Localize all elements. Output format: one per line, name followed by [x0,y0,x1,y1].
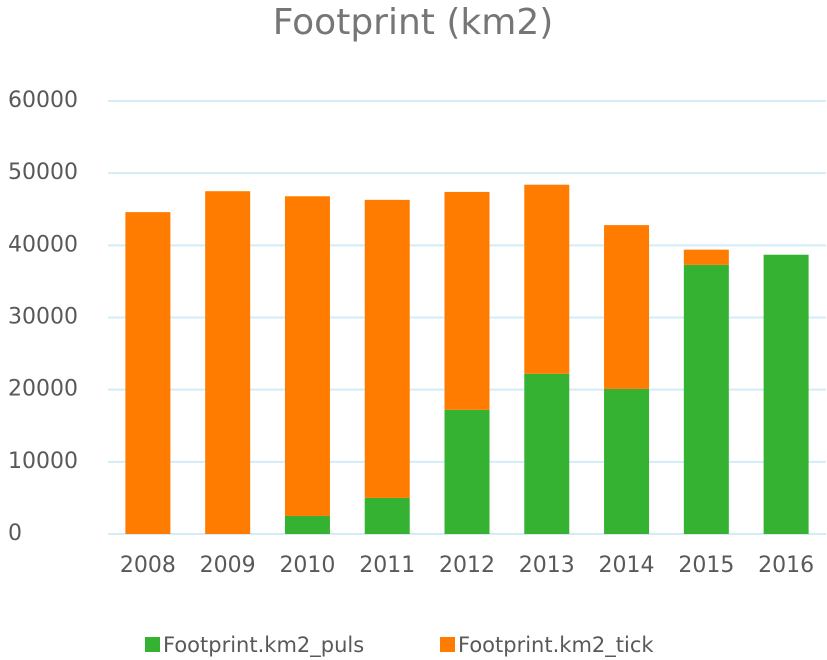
x-tick-label: 2010 [279,553,335,578]
bar [683,264,729,534]
bar [763,254,809,534]
x-tick-label: 2011 [359,553,415,578]
y-tick-label: 50000 [8,160,78,185]
x-tick-label: 2013 [519,553,575,578]
bar [284,515,330,534]
bar [444,409,490,534]
y-tick-label: 40000 [8,232,78,257]
bar [444,191,490,410]
y-tick-label: 0 [8,521,22,546]
bar [524,373,570,534]
y-tick-label: 20000 [8,377,78,402]
bar [205,191,251,535]
legend-swatch [440,637,455,652]
x-tick-label: 2015 [678,553,734,578]
bar [364,497,410,534]
legend-label: Footprint.km2_puls [163,633,364,658]
bar [125,212,171,535]
x-tick-label: 2008 [120,553,176,578]
x-tick-label: 2012 [439,553,495,578]
y-tick-label: 60000 [8,88,78,113]
y-tick-label: 30000 [8,305,78,330]
legend-label: Footprint.km2_tick [458,633,654,658]
legend-swatch [145,637,160,652]
bar [604,225,650,389]
chart-title: Footprint (km2) [273,2,554,43]
bar [284,196,330,516]
x-tick-label: 2016 [758,553,814,578]
x-tick-label: 2009 [200,553,256,578]
y-tick-label: 10000 [8,449,78,474]
bar [524,184,570,374]
bar [604,388,650,534]
bar [683,249,729,265]
x-tick-label: 2014 [599,553,655,578]
bar [364,199,410,498]
